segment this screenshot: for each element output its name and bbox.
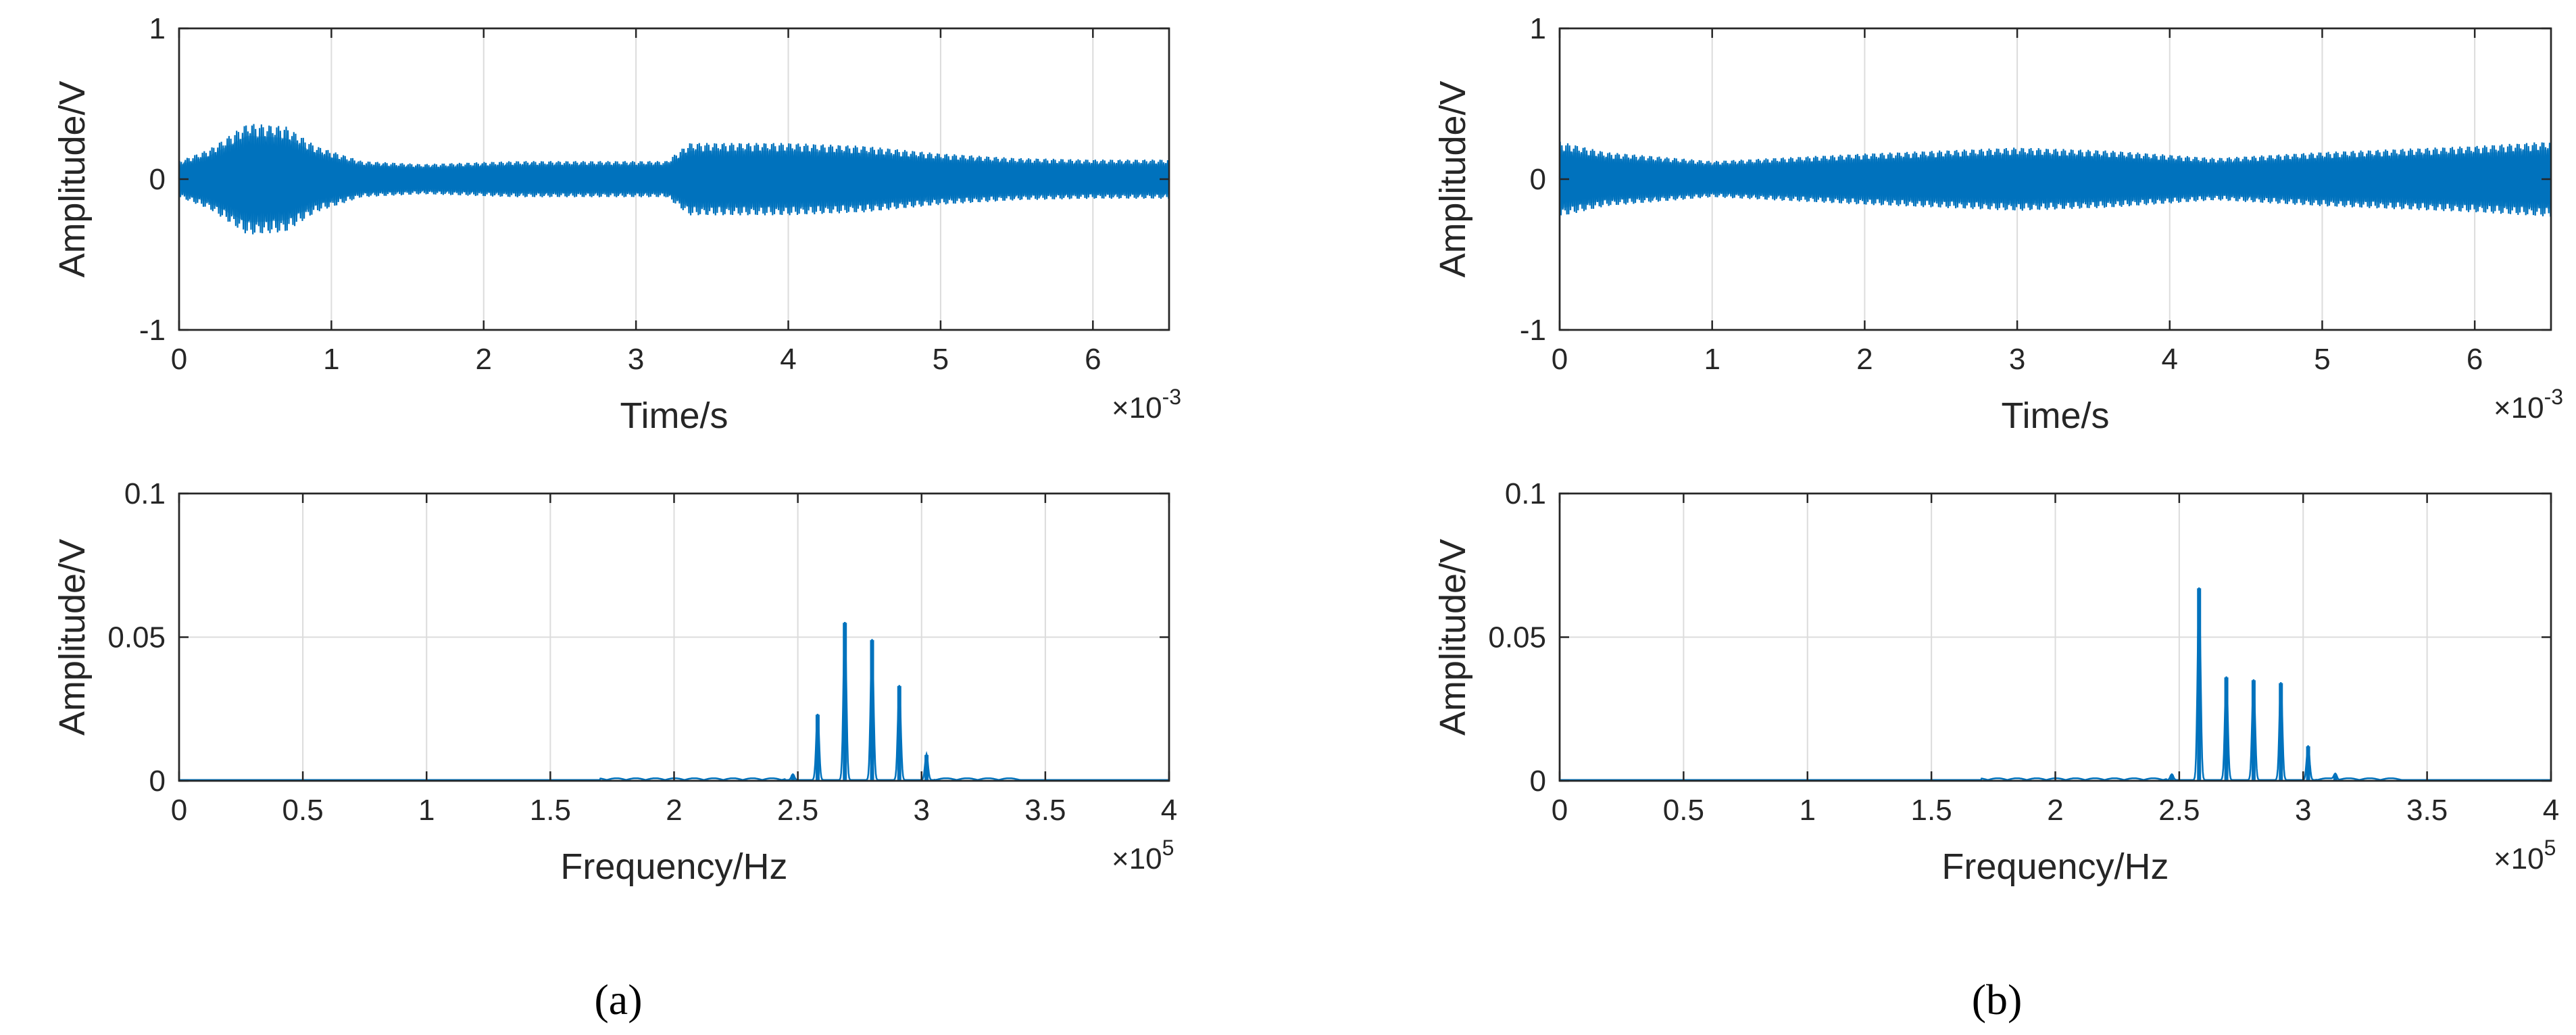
x-tick-label: 3.5 [2406, 794, 2448, 827]
x-tick-label: 3 [2295, 794, 2311, 827]
x-axis-label: Frequency/Hz [560, 846, 787, 887]
x-tick-label: 5 [2314, 343, 2330, 376]
y-tick-label: -1 [139, 314, 166, 347]
y-tick-label: 0.05 [1488, 621, 1546, 654]
x-tick-label: 0.5 [1663, 794, 1704, 827]
x-axis-label: Time/s [620, 395, 728, 436]
x-tick-label: 6 [1085, 343, 1101, 376]
x-tick-label: 4 [2162, 343, 2178, 376]
x-tick-label: 1 [323, 343, 339, 376]
chart-b-frequency: 0 0.5 1 1.5 2 2.5 3 3.5 4 0 0.05 0.1 Frequency/Hz Amp… [1433, 477, 2559, 887]
y-tick-label: 0 [149, 163, 166, 196]
series-envelope [179, 135, 1169, 223]
x-tick-label: 2 [2047, 794, 2063, 827]
x-tick-label: 2 [476, 343, 492, 376]
y-axis-label: Amplitude/V [52, 539, 93, 736]
y-axis-label: Amplitude/V [1433, 80, 1473, 277]
panel-label-b: (b) [1972, 976, 2023, 1024]
series-envelope [1560, 149, 2551, 209]
x-tick-label: 0 [171, 794, 187, 827]
y-tick-label: 0 [149, 765, 166, 798]
x-tick-label: 6 [2467, 343, 2483, 376]
chart-a-frequency: 0 0.5 1 1.5 2 2.5 3 3.5 4 0 0.05 0.1 Frequency/Hz Amp… [52, 477, 1177, 887]
y-tick-label: 0 [1530, 163, 1546, 196]
x-tick-label: 2 [666, 794, 682, 827]
x-tick-label: 3.5 [1024, 794, 1066, 827]
x-axis-multiplier: ×10-3 [2494, 385, 2563, 425]
x-axis-label: Time/s [2002, 395, 2110, 436]
x-tick-label: 4 [2543, 794, 2559, 827]
x-tick-label: 1 [1704, 343, 1720, 376]
x-tick-label: 3 [914, 794, 930, 827]
y-axis-label: Amplitude/V [1433, 539, 1473, 736]
x-axis-label: Frequency/Hz [1941, 846, 2169, 887]
x-tick-label: 1 [418, 794, 435, 827]
x-tick-label: 1 [1800, 794, 1816, 827]
x-tick-label: 3 [2009, 343, 2025, 376]
x-tick-label: 0 [1552, 794, 1568, 827]
x-axis-multiplier: ×10-3 [1112, 385, 1181, 425]
y-tick-label: 0.1 [124, 477, 166, 510]
x-tick-label: 1.5 [1911, 794, 1952, 827]
panel-label-a: (a) [594, 976, 642, 1024]
x-axis-multiplier: ×105 [1112, 836, 1174, 875]
x-tick-label: 0.5 [282, 794, 324, 827]
x-tick-label: 1.5 [530, 794, 571, 827]
x-axis-multiplier: ×105 [2494, 836, 2556, 875]
x-tick-label: 5 [933, 343, 949, 376]
y-axis-label: Amplitude/V [52, 80, 93, 277]
y-tick-label: 1 [1530, 12, 1546, 45]
y-tick-label: 0.05 [107, 621, 166, 654]
x-tick-label: 2.5 [777, 794, 818, 827]
x-tick-label: 4 [1161, 794, 1177, 827]
y-tick-label: 0 [1530, 765, 1546, 798]
y-tick-label: 0.1 [1505, 477, 1546, 510]
x-tick-label: 4 [780, 343, 796, 376]
x-tick-label: 2.5 [2158, 794, 2200, 827]
x-tick-label: 3 [628, 343, 644, 376]
x-tick-label: 2 [1856, 343, 1873, 376]
x-tick-label: 0 [1552, 343, 1568, 376]
y-tick-label: 1 [149, 12, 166, 45]
y-tick-label: -1 [1520, 314, 1546, 347]
x-tick-label: 0 [171, 343, 187, 376]
